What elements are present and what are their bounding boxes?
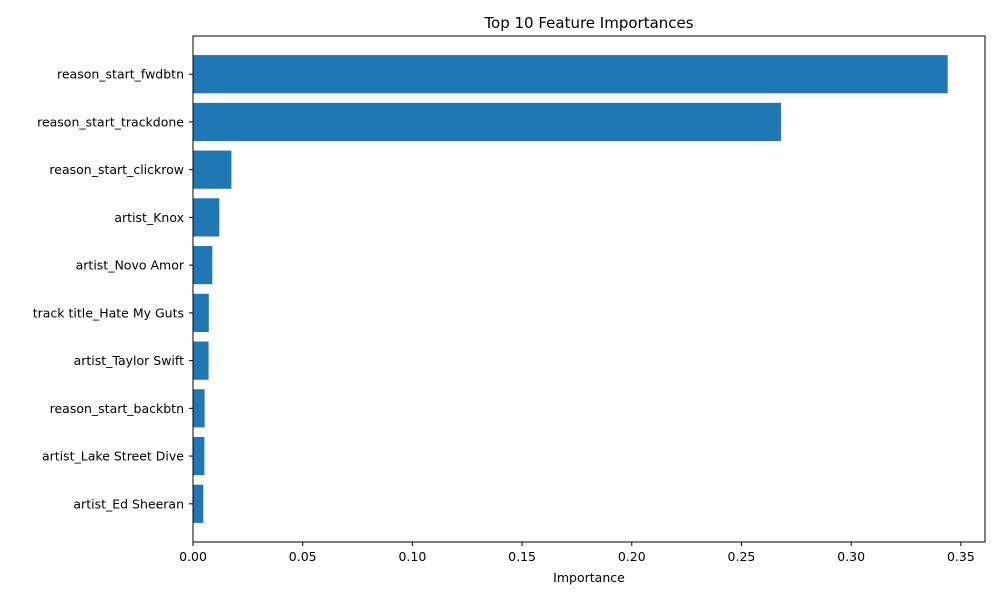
bar-0	[193, 55, 948, 94]
x-tick-label-6: 0.30	[837, 549, 865, 564]
y-tick-label-1: reason_start_trackdone	[37, 114, 184, 129]
y-tick-label-2: reason_start_clickrow	[49, 162, 184, 177]
x-tick-label-4: 0.20	[618, 549, 646, 564]
x-tick-label-5: 0.25	[728, 549, 756, 564]
bar-2	[193, 150, 232, 189]
bar-8	[193, 436, 205, 476]
bars-layer	[193, 55, 948, 523]
y-tick-label-8: artist_Lake Street Dive	[42, 449, 184, 464]
y-tick-label-6: artist_Taylor Swift	[74, 353, 185, 368]
bar-5	[193, 293, 209, 332]
y-tick-label-9: artist_Ed Sheeran	[73, 496, 184, 511]
x-tick-label-2: 0.10	[398, 549, 426, 564]
chart-title: Top 10 Feature Importances	[483, 14, 693, 32]
x-tick-label-7: 0.35	[947, 549, 975, 564]
bar-1	[193, 102, 781, 142]
y-axis-ticks: reason_start_fwdbtn reason_start_trackdon…	[33, 67, 193, 511]
x-tick-label-0: 0.00	[179, 549, 207, 564]
y-tick-label-0: reason_start_fwdbtn	[57, 67, 184, 82]
y-tick-label-5: track title_Hate My Guts	[33, 305, 184, 320]
y-tick-label-3: artist_Knox	[114, 210, 184, 225]
y-tick-label-7: reason_start_backbtn	[50, 401, 184, 416]
x-axis-ticks: 0.00 0.05 0.10 0.15 0.20 0.25 0.30 0.35	[179, 542, 975, 564]
x-axis-label: Importance	[553, 570, 625, 585]
plot-frame	[192, 35, 986, 543]
bar-3	[193, 198, 220, 237]
bar-6	[193, 341, 209, 380]
x-tick-label-3: 0.15	[508, 549, 536, 564]
bar-4	[193, 246, 213, 285]
x-tick-label-1: 0.05	[289, 549, 317, 564]
y-tick-label-4: artist_Novo Amor	[76, 258, 185, 273]
bar-7	[193, 389, 205, 428]
bar-9	[193, 484, 204, 523]
